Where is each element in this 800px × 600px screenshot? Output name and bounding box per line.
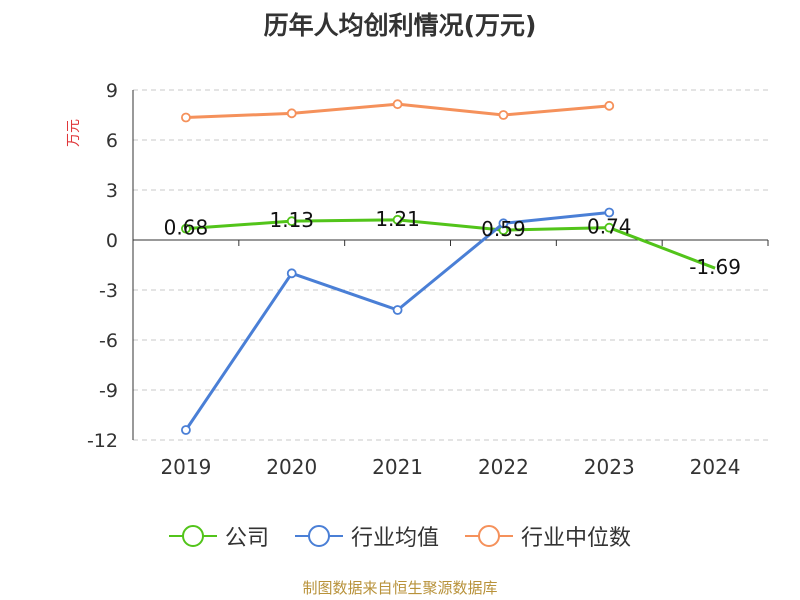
data-point — [604, 207, 615, 218]
axes: 9 6 3 0 -3 -6 -9 -12 2019 2020 2021 2022 2023 2024 — [87, 80, 769, 479]
y-tick-label: 6 — [106, 130, 118, 152]
series-lines — [181, 99, 716, 435]
data-label: 0.68 — [164, 216, 209, 240]
legend-swatch-icon — [294, 525, 343, 547]
data-point — [181, 112, 191, 123]
data-point — [498, 110, 509, 120]
data-label: 0.74 — [587, 215, 632, 239]
source-note: 制图数据来自恒生聚源数据库 — [302, 579, 498, 597]
y-tick-label: 0 — [106, 230, 118, 252]
legend-label: 公司 — [224, 526, 269, 551]
legend-item[interactable]: 公司 — [168, 520, 269, 552]
legend-item[interactable]: 行业均值 — [294, 520, 439, 552]
data-point — [392, 305, 403, 315]
data-point — [181, 425, 191, 435]
legend-label: 行业中位数 — [521, 526, 632, 551]
data-point — [286, 268, 297, 279]
grid-lines — [133, 89, 768, 441]
y-tick-label: 3 — [106, 180, 118, 202]
data-point — [392, 99, 403, 110]
y-tick-label: -3 — [99, 280, 118, 302]
legend-item[interactable]: 行业中位数 — [465, 520, 631, 552]
data-labels: 0.68 1.13 1.21 0.59 0.74 -1.69 — [164, 207, 741, 279]
series-line — [185, 218, 716, 270]
data-point — [604, 222, 615, 233]
data-label: 1.21 — [375, 207, 420, 231]
data-point — [392, 214, 403, 225]
y-tick-label: -12 — [87, 430, 118, 452]
data-label: 1.13 — [269, 208, 314, 232]
legend: 公司 行业均值 行业中位数 — [0, 520, 800, 552]
x-tick-label: 2022 — [478, 455, 529, 479]
series-line — [184, 211, 610, 431]
data-label: 0.59 — [481, 217, 526, 241]
y-tick-label: -6 — [99, 330, 118, 352]
legend-swatch-icon — [465, 525, 513, 547]
x-tick-label: 2020 — [266, 455, 317, 479]
x-tick-label: 2024 — [690, 455, 741, 479]
legend-swatch-icon — [168, 525, 217, 547]
data-point — [604, 100, 615, 111]
y-tick-label: 9 — [106, 80, 118, 102]
x-tick-label: 2021 — [372, 455, 423, 479]
chart-title: 历年人均创利情况(万元) — [263, 11, 537, 40]
data-point — [498, 218, 509, 229]
data-label: -1.69 — [689, 255, 741, 279]
data-point — [286, 216, 297, 227]
data-point — [181, 223, 191, 234]
y-tick-label: -9 — [99, 380, 118, 402]
data-point — [286, 108, 297, 119]
x-tick-label: 2023 — [584, 455, 635, 479]
x-tick-label: 2019 — [160, 455, 211, 479]
legend-label: 行业均值 — [350, 526, 439, 551]
